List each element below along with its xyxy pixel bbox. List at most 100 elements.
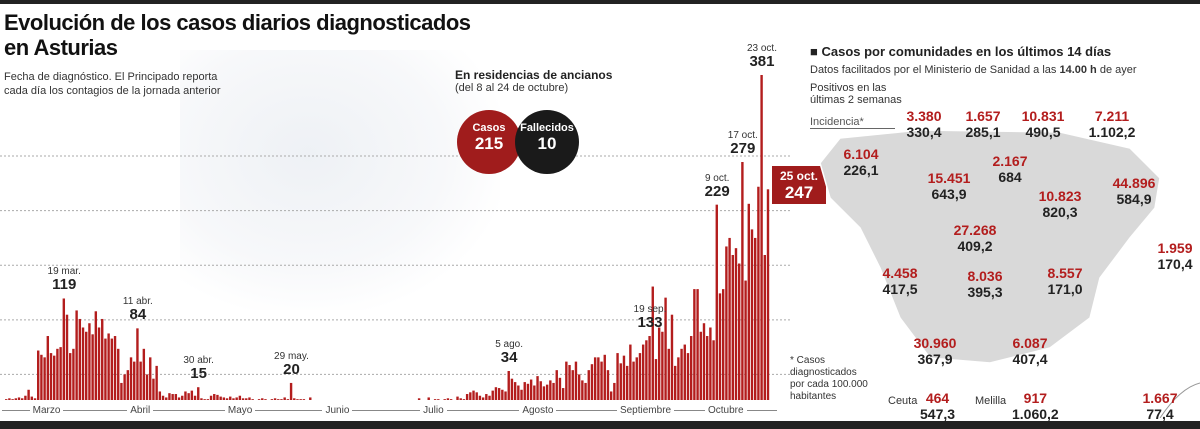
month-label: Abril [127, 405, 154, 416]
ceuta-casos: 464 [925, 390, 950, 406]
bar [427, 397, 430, 400]
bar [49, 353, 53, 400]
bar [133, 361, 136, 400]
bar [443, 399, 446, 400]
bar [747, 203, 750, 400]
bar [273, 398, 277, 400]
region-incidencia: 285,1 [965, 124, 1001, 140]
melilla-inc: 1.060,2 [1012, 406, 1059, 422]
bar [446, 398, 450, 400]
bar [165, 397, 168, 400]
bar [603, 354, 606, 400]
bar [753, 237, 757, 400]
bar [120, 382, 123, 400]
bar [5, 399, 8, 400]
bar [597, 357, 600, 400]
bar [280, 399, 283, 400]
melilla-values: 917 1.060,2 [1012, 390, 1059, 422]
bar [561, 388, 565, 400]
bar [241, 398, 245, 400]
map-source: Datos facilitados por el Ministerio de S… [810, 64, 1137, 76]
bar [59, 347, 62, 400]
bar [469, 392, 472, 400]
bar [264, 399, 267, 400]
region-incidencia: 417,5 [882, 281, 918, 297]
bar [197, 387, 200, 400]
region-casos: 10.831 [1021, 108, 1065, 124]
bar [209, 395, 213, 400]
region-casos: 27.268 [953, 222, 997, 238]
region-label: 2.167 684 [980, 153, 1040, 185]
bar [216, 394, 219, 400]
bar [635, 357, 638, 400]
bar [449, 399, 453, 400]
annotation: 5 ago. 34 [484, 339, 534, 366]
last-value-badge: 25 oct. 247 [772, 166, 826, 204]
bar [485, 394, 488, 400]
region-incidencia: 407,4 [1012, 351, 1048, 367]
bar [705, 336, 709, 400]
bar [654, 359, 658, 400]
annotation: 19 mar. 119 [39, 266, 89, 293]
bar [232, 398, 235, 400]
bar [638, 353, 642, 400]
bar [744, 280, 747, 400]
bar [104, 338, 107, 400]
region-casos: 44.896 [1112, 175, 1156, 191]
region-incidencia: 820,3 [1042, 204, 1078, 220]
bar [113, 336, 117, 400]
bar [529, 379, 533, 400]
region-casos: 6.087 [1012, 335, 1048, 351]
bar [168, 393, 171, 400]
bar [433, 399, 437, 400]
bar [213, 394, 216, 400]
bar [609, 391, 613, 400]
bar [731, 254, 734, 400]
bar [696, 289, 699, 400]
bar [53, 355, 56, 400]
bar [629, 344, 632, 400]
bar [584, 382, 587, 400]
bar [462, 399, 466, 400]
region-casos: 6.104 [843, 146, 879, 162]
bar [145, 374, 149, 400]
bar [718, 293, 722, 400]
bar [193, 395, 197, 400]
bar [277, 399, 280, 400]
region-label: 15.451 643,9 [919, 170, 979, 202]
annotation-value: 34 [500, 348, 518, 366]
bar [65, 314, 69, 400]
bar [478, 395, 482, 400]
bar [661, 331, 664, 400]
region-casos: 3.380 [906, 108, 942, 124]
bar [8, 398, 11, 400]
region-casos: 1.657 [965, 108, 1001, 124]
x-axis [2, 410, 777, 411]
bar [497, 388, 501, 400]
month-label: Marzo [29, 405, 64, 416]
bar [613, 382, 616, 400]
bar [539, 381, 542, 400]
bar [203, 399, 206, 400]
map-title-text: Casos por comunidades en los últimos 14 … [821, 44, 1112, 59]
bar [549, 380, 552, 400]
bar [97, 327, 101, 400]
bar [155, 365, 158, 400]
annotation-value: 381 [749, 53, 775, 70]
annotation: 30 abr. 15 [174, 355, 224, 382]
bar [85, 331, 88, 400]
annotation-date: 17 oct. [727, 130, 758, 141]
region-incidencia: 643,9 [931, 186, 967, 202]
source-post: de ayer [1096, 64, 1137, 76]
region-casos: 30.960 [913, 335, 957, 351]
source-time: 14.00 h [1059, 64, 1097, 76]
region-label: 44.896 584,9 [1104, 175, 1164, 207]
region-label: 7.211 1.102,2 [1082, 108, 1142, 140]
incidence-note: * Casos diagnosticados por cada 100.000 … [790, 355, 868, 402]
casos-circle: Casos 215 [457, 110, 521, 174]
bar [88, 323, 91, 400]
bar [677, 357, 680, 400]
bar [81, 327, 85, 400]
bar [766, 189, 770, 400]
melilla-name: Melilla [975, 395, 1007, 407]
